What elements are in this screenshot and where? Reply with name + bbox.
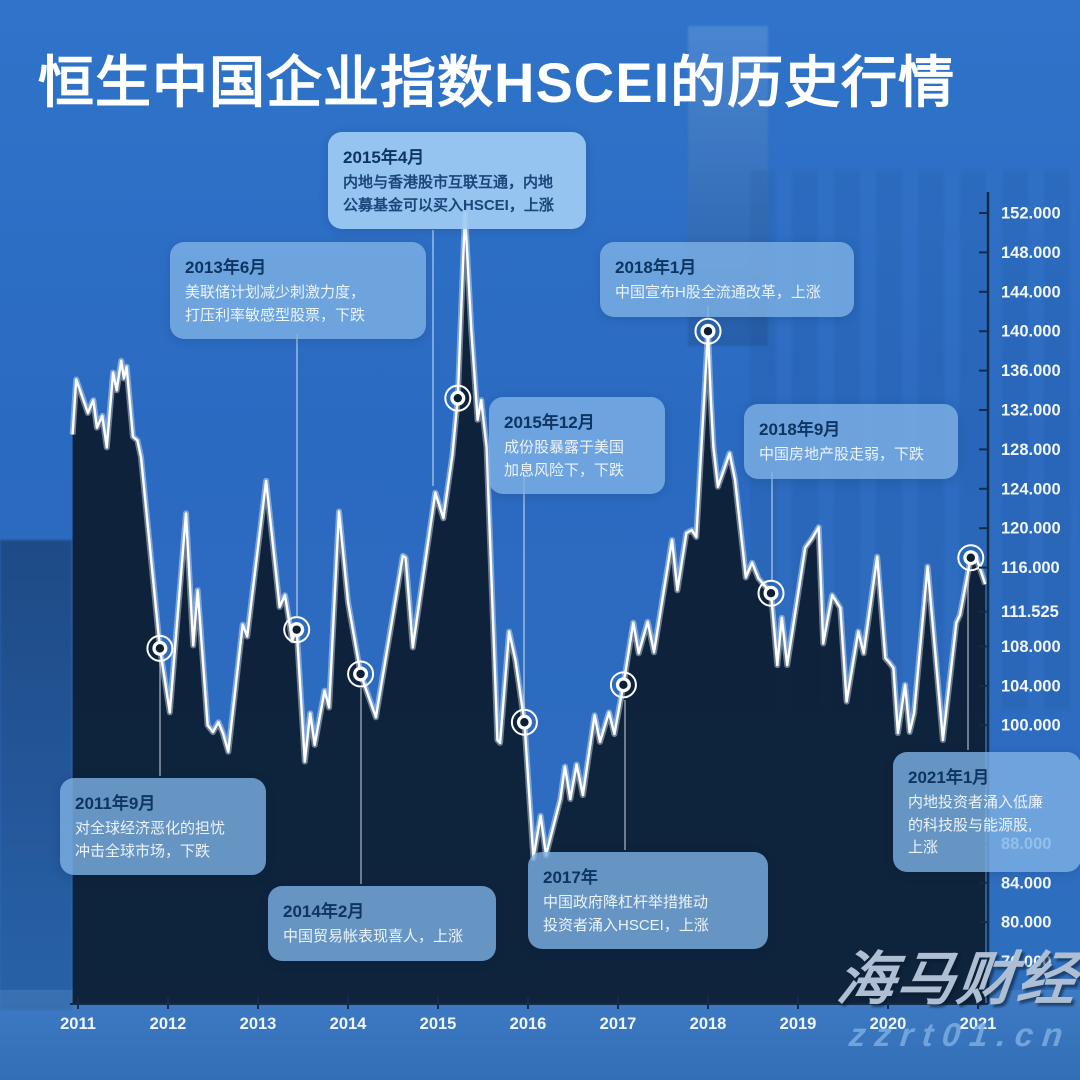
event-marker-core — [966, 553, 975, 562]
x-axis-label: 2015 — [420, 1015, 457, 1033]
event-marker-ring — [444, 384, 472, 412]
y-axis-label: 140.000 — [1001, 323, 1061, 341]
y-axis-label: 88.000 — [1001, 835, 1051, 853]
watermark: 海马财经 zzrt01.cn — [830, 932, 1080, 1054]
event-marker-core — [703, 327, 713, 336]
price-area — [72, 213, 986, 1003]
y-axis-label: 100.000 — [1001, 717, 1061, 735]
page-title: 恒生中国企业指数HSCEI的历史行情 — [38, 51, 956, 114]
x-axis-label: 2018 — [690, 1015, 727, 1033]
x-axis-label: 2017 — [600, 1015, 637, 1033]
event-marker-core — [619, 680, 628, 690]
y-axis-label: 144.000 — [1001, 283, 1061, 301]
y-axis-label: 128.000 — [1001, 441, 1061, 459]
y-axis-label: 104.000 — [1001, 677, 1061, 695]
event-marker-core — [520, 718, 529, 727]
x-axis-label: 2013 — [240, 1015, 277, 1033]
event-marker-ring — [146, 634, 174, 662]
event-marker-ring — [347, 660, 375, 688]
y-axis-label: 80.000 — [1001, 914, 1051, 932]
x-axis-label: 2016 — [510, 1015, 547, 1033]
y-axis-label: 108.000 — [1001, 638, 1061, 656]
event-marker-core — [155, 644, 165, 653]
y-axis-label: 124.000 — [1001, 480, 1061, 498]
y-axis-label: 136.000 — [1001, 362, 1061, 380]
y-axis-label: 111.525 — [1001, 603, 1059, 621]
y-axis-label: 148.000 — [1001, 244, 1061, 262]
y-axis-label: 84.000 — [1001, 874, 1051, 892]
y-axis-label: 116.000 — [1001, 559, 1060, 577]
x-axis-label: 2011 — [60, 1015, 96, 1033]
x-axis-label: 2012 — [150, 1015, 187, 1033]
x-axis-label: 2014 — [330, 1015, 368, 1033]
event-marker-ring — [283, 616, 311, 644]
watermark-site: zzrt01.cn — [847, 1016, 1074, 1053]
event-marker-ring — [957, 544, 985, 572]
watermark-brand: 海马财经 — [833, 947, 1080, 1012]
event-marker-ring — [510, 708, 538, 736]
y-axis-label: 120.000 — [1001, 520, 1061, 538]
event-marker-ring — [609, 671, 637, 699]
y-axis-label: 76.000 — [1001, 953, 1051, 971]
event-marker-ring — [694, 317, 722, 345]
x-axis-label: 2021 — [960, 1015, 997, 1033]
event-marker-core — [453, 393, 462, 403]
x-axis-label: 2019 — [780, 1015, 817, 1033]
x-axis-label: 2020 — [870, 1015, 907, 1033]
event-marker-ring — [757, 579, 785, 607]
y-axis-label: 152.000 — [1001, 205, 1061, 223]
y-axis-label: 132.000 — [1001, 402, 1061, 420]
background-buildings-left — [0, 540, 72, 1010]
price-line — [71, 211, 987, 860]
event-marker-core — [356, 669, 365, 679]
event-marker-core — [292, 625, 301, 634]
event-marker-core — [766, 589, 776, 598]
